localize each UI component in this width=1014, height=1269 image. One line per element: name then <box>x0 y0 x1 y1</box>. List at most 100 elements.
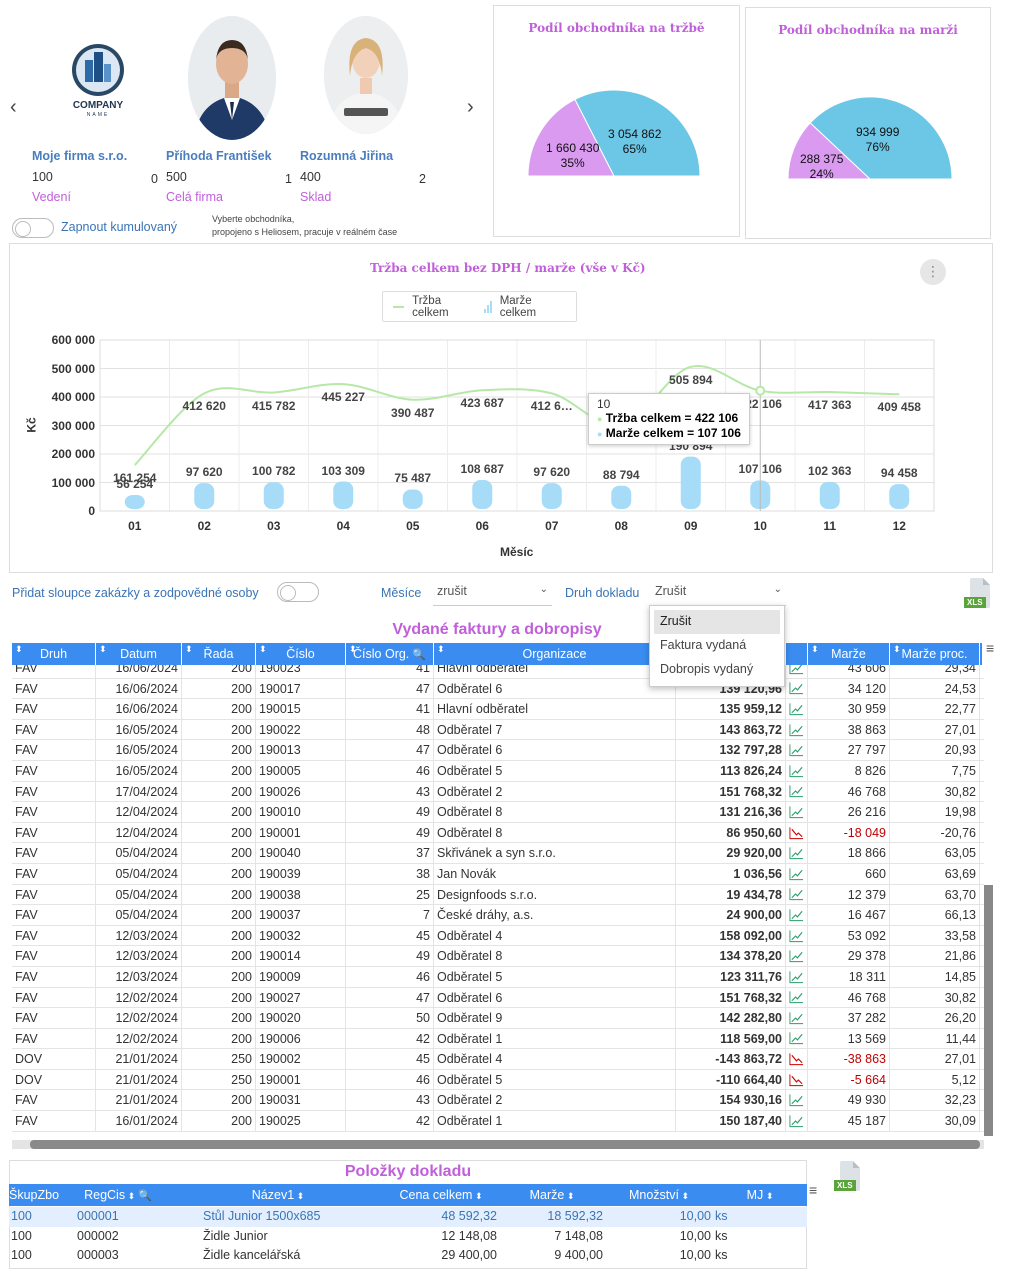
table-row[interactable]: FAV 12/04/2024 200 190001 49 Odběratel 8 86 95… <box>12 822 984 844</box>
margin-bar[interactable] <box>541 483 562 509</box>
table-row[interactable]: FAV 12/03/2024 200 190032 45 Odběratel 4 158 0… <box>12 925 984 947</box>
table-row[interactable]: FAV 12/03/2024 200 190009 46 Odběratel 5 123 3… <box>12 966 984 988</box>
table-row[interactable]: DOV 21/01/2024 250 190002 45 Odběratel 4 -143 … <box>12 1049 984 1070</box>
items-row[interactable]: 100 000002 Židle Junior 12 148,08 7 148,08 10… <box>9 1227 807 1247</box>
column-header[interactable]: MJ ⬍ <box>746 1188 774 1202</box>
column-header[interactable]: RegCis ⬍ 🔍 <box>84 1188 152 1202</box>
doctype-option-cancel[interactable]: Zrušit <box>654 610 780 634</box>
margin-bar[interactable] <box>263 482 284 509</box>
sort-icon[interactable]: ⬍ <box>15 644 23 654</box>
export-xls-button[interactable]: XLS <box>964 578 990 610</box>
table-row[interactable]: FAV 16/05/2024 200 190013 47 Odběratel 6 132 7… <box>12 740 984 761</box>
sort-icon[interactable]: ⬍ <box>294 1191 305 1201</box>
margin-bar[interactable] <box>680 456 701 509</box>
doctype-select[interactable]: Zrušit ⌄ <box>651 578 786 606</box>
margin-bar[interactable] <box>819 481 840 509</box>
column-header[interactable]: ⬍ Marže <box>808 643 890 665</box>
margin-bar[interactable] <box>889 484 910 509</box>
column-header[interactable]: ⬍ Číslo Org. 🔍 <box>346 643 434 665</box>
sort-icon[interactable]: ⬍ <box>259 644 267 654</box>
chart-menu-button[interactable]: ⋮ <box>920 259 946 285</box>
months-select[interactable]: zrušit ⌄ <box>433 578 552 606</box>
column-header[interactable]: ⬍ Řada <box>182 643 256 665</box>
table-row[interactable]: FAV 21/01/2024 200 190031 43 Odběratel 2 154 9… <box>12 1090 984 1112</box>
table-row[interactable]: FAV 16/06/2024 200 190017 47 Odběratel 6 139 1… <box>12 678 984 700</box>
sort-icon[interactable]: ⬍ <box>893 644 901 654</box>
doctype-option-credit-note[interactable]: Dobropis vydaný <box>660 662 754 676</box>
table-row[interactable]: FAV 05/04/2024 200 190037 7 České dráhy, a.s.… <box>12 905 984 926</box>
sort-icon[interactable]: ⬍ <box>185 644 193 654</box>
search-icon[interactable]: 🔍 <box>135 1190 152 1202</box>
pie-slice-2[interactable] <box>574 89 701 177</box>
table-row[interactable]: FAV 17/04/2024 200 190026 43 Odběratel 2 151 7… <box>12 781 984 803</box>
invoices-vertical-scrollbar[interactable] <box>984 885 993 1136</box>
carousel-prev-button[interactable]: ‹ <box>10 96 17 118</box>
sort-icon[interactable]: ⬍ <box>564 1191 575 1201</box>
margin-bar[interactable] <box>333 481 354 509</box>
column-header[interactable]: ⬍ Druh <box>12 643 96 665</box>
column-header[interactable]: Název1 ⬍ <box>251 1188 305 1202</box>
column-header[interactable] <box>786 643 808 665</box>
table-row[interactable]: FAV 05/04/2024 200 190039 38 Jan Novák 1 036,5… <box>12 863 984 885</box>
salesperson-card-rozumna[interactable]: Rozumná Jiřina 400 2 Sklad <box>300 14 426 214</box>
column-header[interactable]: ŠkupZbo ⬍ <box>9 1184 63 1206</box>
salesperson-name[interactable]: Příhoda František <box>166 149 272 163</box>
table-row[interactable]: FAV 16/06/2024 200 190023 41 Hlavní odběratel… <box>12 665 984 679</box>
carousel-next-button[interactable]: › <box>467 96 474 118</box>
salesperson-name[interactable]: Rozumná Jiřina <box>300 149 394 163</box>
legend-margin[interactable]: Marže celkem <box>499 294 537 319</box>
sort-icon[interactable]: ⬍ <box>678 1191 690 1201</box>
doctype-option-invoice[interactable]: Faktura vydaná <box>660 638 747 652</box>
table-row[interactable]: FAV 16/05/2024 200 190005 46 Odběratel 5 113 8… <box>12 760 984 782</box>
margin-bar[interactable] <box>402 489 423 509</box>
items-row[interactable]: 100 000001 Stůl Junior 1500x685 48 592,32 18… <box>9 1207 807 1227</box>
table-row[interactable]: FAV 12/02/2024 200 190020 50 Odběratel 9 142 2… <box>12 1008 984 1029</box>
table-row[interactable]: DOV 21/01/2024 250 190001 46 Odběratel 5 -110 … <box>12 1069 984 1091</box>
table-row[interactable]: FAV 12/02/2024 200 190006 42 Odběratel 1 118 5… <box>12 1028 984 1050</box>
sort-icon[interactable]: ⬍ <box>125 1191 136 1201</box>
salesperson-card-company[interactable]: COMPANY NAME Moje firma s.r.o. 100 0 Ved… <box>32 14 158 214</box>
sort-icon[interactable]: ⬍ <box>437 644 445 654</box>
items-export-xls-button[interactable]: XLS <box>834 1161 860 1193</box>
pie-slice-1[interactable] <box>527 98 615 177</box>
table-row[interactable]: FAV 12/04/2024 200 190010 49 Odběratel 8 131 2… <box>12 802 984 823</box>
sort-icon[interactable]: ⬍ <box>811 644 819 654</box>
cumulative-toggle[interactable] <box>12 218 54 238</box>
invoices-horizontal-scrollbar[interactable] <box>12 1140 984 1149</box>
table-row[interactable]: FAV 05/04/2024 200 190040 37 Skřivánek a syn … <box>12 843 984 864</box>
column-header[interactable]: ⬍ Číslo <box>256 643 346 665</box>
items-row[interactable]: 100 000003 Židle kancelářská 29 400,00 9 400… <box>9 1246 807 1266</box>
table-menu-icon[interactable]: ≡ <box>986 640 995 656</box>
table-row[interactable]: FAV 16/05/2024 200 190022 48 Odběratel 7 143 8… <box>12 719 984 741</box>
table-cell: 200 <box>182 946 256 966</box>
margin-bar[interactable] <box>124 494 145 509</box>
column-header[interactable]: ⬍ Organizace <box>434 643 676 665</box>
column-header[interactable]: Množství ⬍ <box>628 1188 690 1202</box>
column-header[interactable]: Cena celkem ⬍ <box>399 1188 483 1202</box>
sort-icon[interactable]: ⬍ <box>472 1191 483 1201</box>
margin-bar[interactable] <box>472 480 493 509</box>
column-header[interactable]: ⬍ Marže proc. <box>890 643 980 665</box>
sort-icon[interactable]: ⬍ <box>59 1191 63 1201</box>
salesperson-name[interactable]: Moje firma s.r.o. <box>32 149 128 163</box>
pie-slice-1[interactable] <box>787 122 872 180</box>
column-header[interactable]: Marže ⬍ <box>529 1188 575 1202</box>
items-menu-icon[interactable]: ≡ <box>809 1182 818 1198</box>
sort-icon[interactable]: ⬍ <box>99 644 107 654</box>
table-row[interactable]: FAV 12/02/2024 200 190027 47 Odběratel 6 151 7… <box>12 987 984 1009</box>
table-row[interactable]: FAV 12/03/2024 200 190014 49 Odběratel 8 134 3… <box>12 946 984 967</box>
margin-bar[interactable] <box>194 483 215 509</box>
add-columns-toggle[interactable] <box>277 582 319 602</box>
table-row[interactable]: FAV 16/06/2024 200 190015 41 Hlavní odběratel… <box>12 699 984 720</box>
pie-slice-2[interactable] <box>809 96 953 180</box>
sort-icon[interactable]: ⬍ <box>349 644 357 654</box>
table-row[interactable]: FAV 16/01/2024 200 190025 42 Odběratel 1 150 1… <box>12 1111 984 1132</box>
search-icon[interactable]: 🔍 <box>412 649 426 661</box>
margin-bar[interactable] <box>611 485 632 509</box>
sort-icon[interactable]: ⬍ <box>763 1191 774 1201</box>
table-row[interactable]: FAV 05/04/2024 200 190038 25 Designfoods s.r.… <box>12 884 984 906</box>
salesperson-card-prihoda[interactable]: Příhoda František 500 1 Celá firma <box>166 14 292 214</box>
column-header[interactable]: ⬍ Datum <box>96 643 182 665</box>
legend-revenue[interactable]: Tržba celkem <box>412 294 449 319</box>
scrollbar-thumb[interactable] <box>30 1140 980 1149</box>
